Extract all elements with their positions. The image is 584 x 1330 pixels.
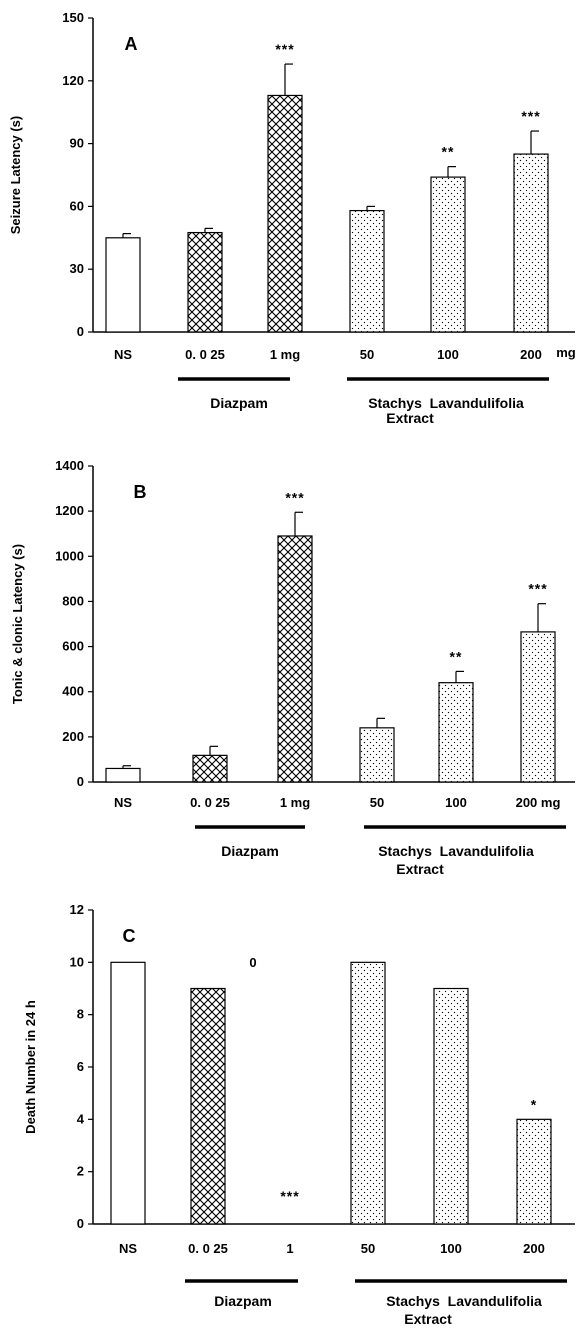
bar	[350, 961, 386, 1225]
panel-label: A	[125, 34, 138, 54]
category-label: 1	[286, 1241, 293, 1256]
category-label: NS	[114, 347, 132, 362]
category-label: 200 mg	[516, 795, 561, 810]
category-label: 100	[437, 347, 459, 362]
y-axis-label: Death Number in 24 h	[23, 1000, 38, 1134]
y-tick-label: 60	[70, 198, 84, 213]
category-label: 100	[445, 795, 467, 810]
category-label: 50	[360, 347, 374, 362]
y-tick-label: 1000	[55, 548, 84, 563]
y-tick-label: 90	[70, 136, 84, 151]
y-tick-label: 8	[77, 1007, 84, 1022]
bar	[359, 727, 395, 783]
y-tick-label: 120	[62, 73, 84, 88]
category-label: 200	[520, 347, 542, 362]
bar	[513, 153, 549, 333]
y-tick-label: 200	[62, 729, 84, 744]
bar	[433, 987, 469, 1225]
y-tick-label: 600	[62, 639, 84, 654]
chart-panel-b: 0 200 400 600 800 1000 1200 1400 Tonic & clonic …	[10, 458, 575, 877]
category-label: 0. 0 25	[188, 1241, 228, 1256]
group-label-extract-line2: Extract	[386, 410, 434, 426]
significance-mark: *	[531, 1096, 537, 1112]
chart-panel-a: 0 30 60 90 120 150 Seizure Latency (s) A NS 0. 0 …	[8, 10, 576, 426]
group-label-diazpam: Diazpam	[210, 395, 268, 411]
bar	[105, 767, 141, 783]
category-label: 100	[440, 1241, 462, 1256]
y-tick-label: 10	[70, 954, 84, 969]
y-tick-label: 2	[77, 1164, 84, 1179]
group-label-extract-line2: Extract	[404, 1311, 452, 1327]
bar	[190, 987, 226, 1225]
category-label: 1 mg	[270, 347, 300, 362]
floating-label: 0	[249, 955, 256, 970]
group-label-extract: Stachys Lavandulifolia	[378, 843, 534, 859]
y-tick-label: 6	[77, 1059, 84, 1074]
y-tick-label: 30	[70, 261, 84, 276]
bar	[349, 209, 385, 333]
group-label-extract: Stachys Lavandulifolia	[386, 1293, 542, 1309]
group-label-diazpam: Diazpam	[214, 1293, 272, 1309]
group-label-diazpam: Diazpam	[221, 843, 279, 859]
category-label: 50	[370, 795, 384, 810]
panel-label: B	[134, 482, 147, 502]
category-label: 0. 0 25	[185, 347, 225, 362]
bar	[110, 961, 146, 1225]
category-label: 200	[523, 1241, 545, 1256]
y-tick-label: 0	[77, 774, 84, 789]
y-tick-label: 1400	[55, 458, 84, 473]
y-tick-label: 4	[77, 1111, 85, 1126]
bar	[438, 682, 474, 783]
category-label: 0. 0 25	[190, 795, 230, 810]
significance-mark: **	[450, 648, 463, 664]
significance-mark: ***	[521, 108, 540, 124]
y-tick-label: 0	[77, 1216, 84, 1231]
panel-label: C	[123, 926, 136, 946]
significance-mark: ***	[528, 581, 547, 597]
significance-mark: ***	[280, 1188, 299, 1204]
category-label: NS	[119, 1241, 137, 1256]
y-tick-label: 150	[62, 10, 84, 25]
significance-mark: ***	[285, 489, 304, 505]
bar	[187, 231, 223, 333]
y-axis-label: Seizure Latency (s)	[8, 116, 23, 235]
y-tick-label: 12	[70, 902, 84, 917]
group-label-extract-line2: Extract	[396, 861, 444, 877]
y-tick-label: 800	[62, 593, 84, 608]
y-tick-label: 0	[77, 324, 84, 339]
bar	[105, 237, 141, 333]
significance-mark: ***	[275, 41, 294, 57]
bar	[430, 176, 466, 333]
bar	[516, 1118, 552, 1225]
category-label: 50	[361, 1241, 375, 1256]
y-tick-label: 400	[62, 684, 84, 699]
unit-label: mg	[556, 345, 576, 360]
bar	[277, 535, 313, 783]
y-axis-label: Tonic & clonic Latency (s)	[10, 544, 25, 704]
bar	[520, 631, 556, 783]
category-label: 1 mg	[280, 795, 310, 810]
y-tick-label: 1200	[55, 503, 84, 518]
category-label: NS	[114, 795, 132, 810]
bar	[267, 94, 303, 333]
bar	[192, 754, 228, 783]
significance-mark: **	[442, 144, 455, 160]
group-label-extract: Stachys Lavandulifolia	[368, 395, 524, 411]
